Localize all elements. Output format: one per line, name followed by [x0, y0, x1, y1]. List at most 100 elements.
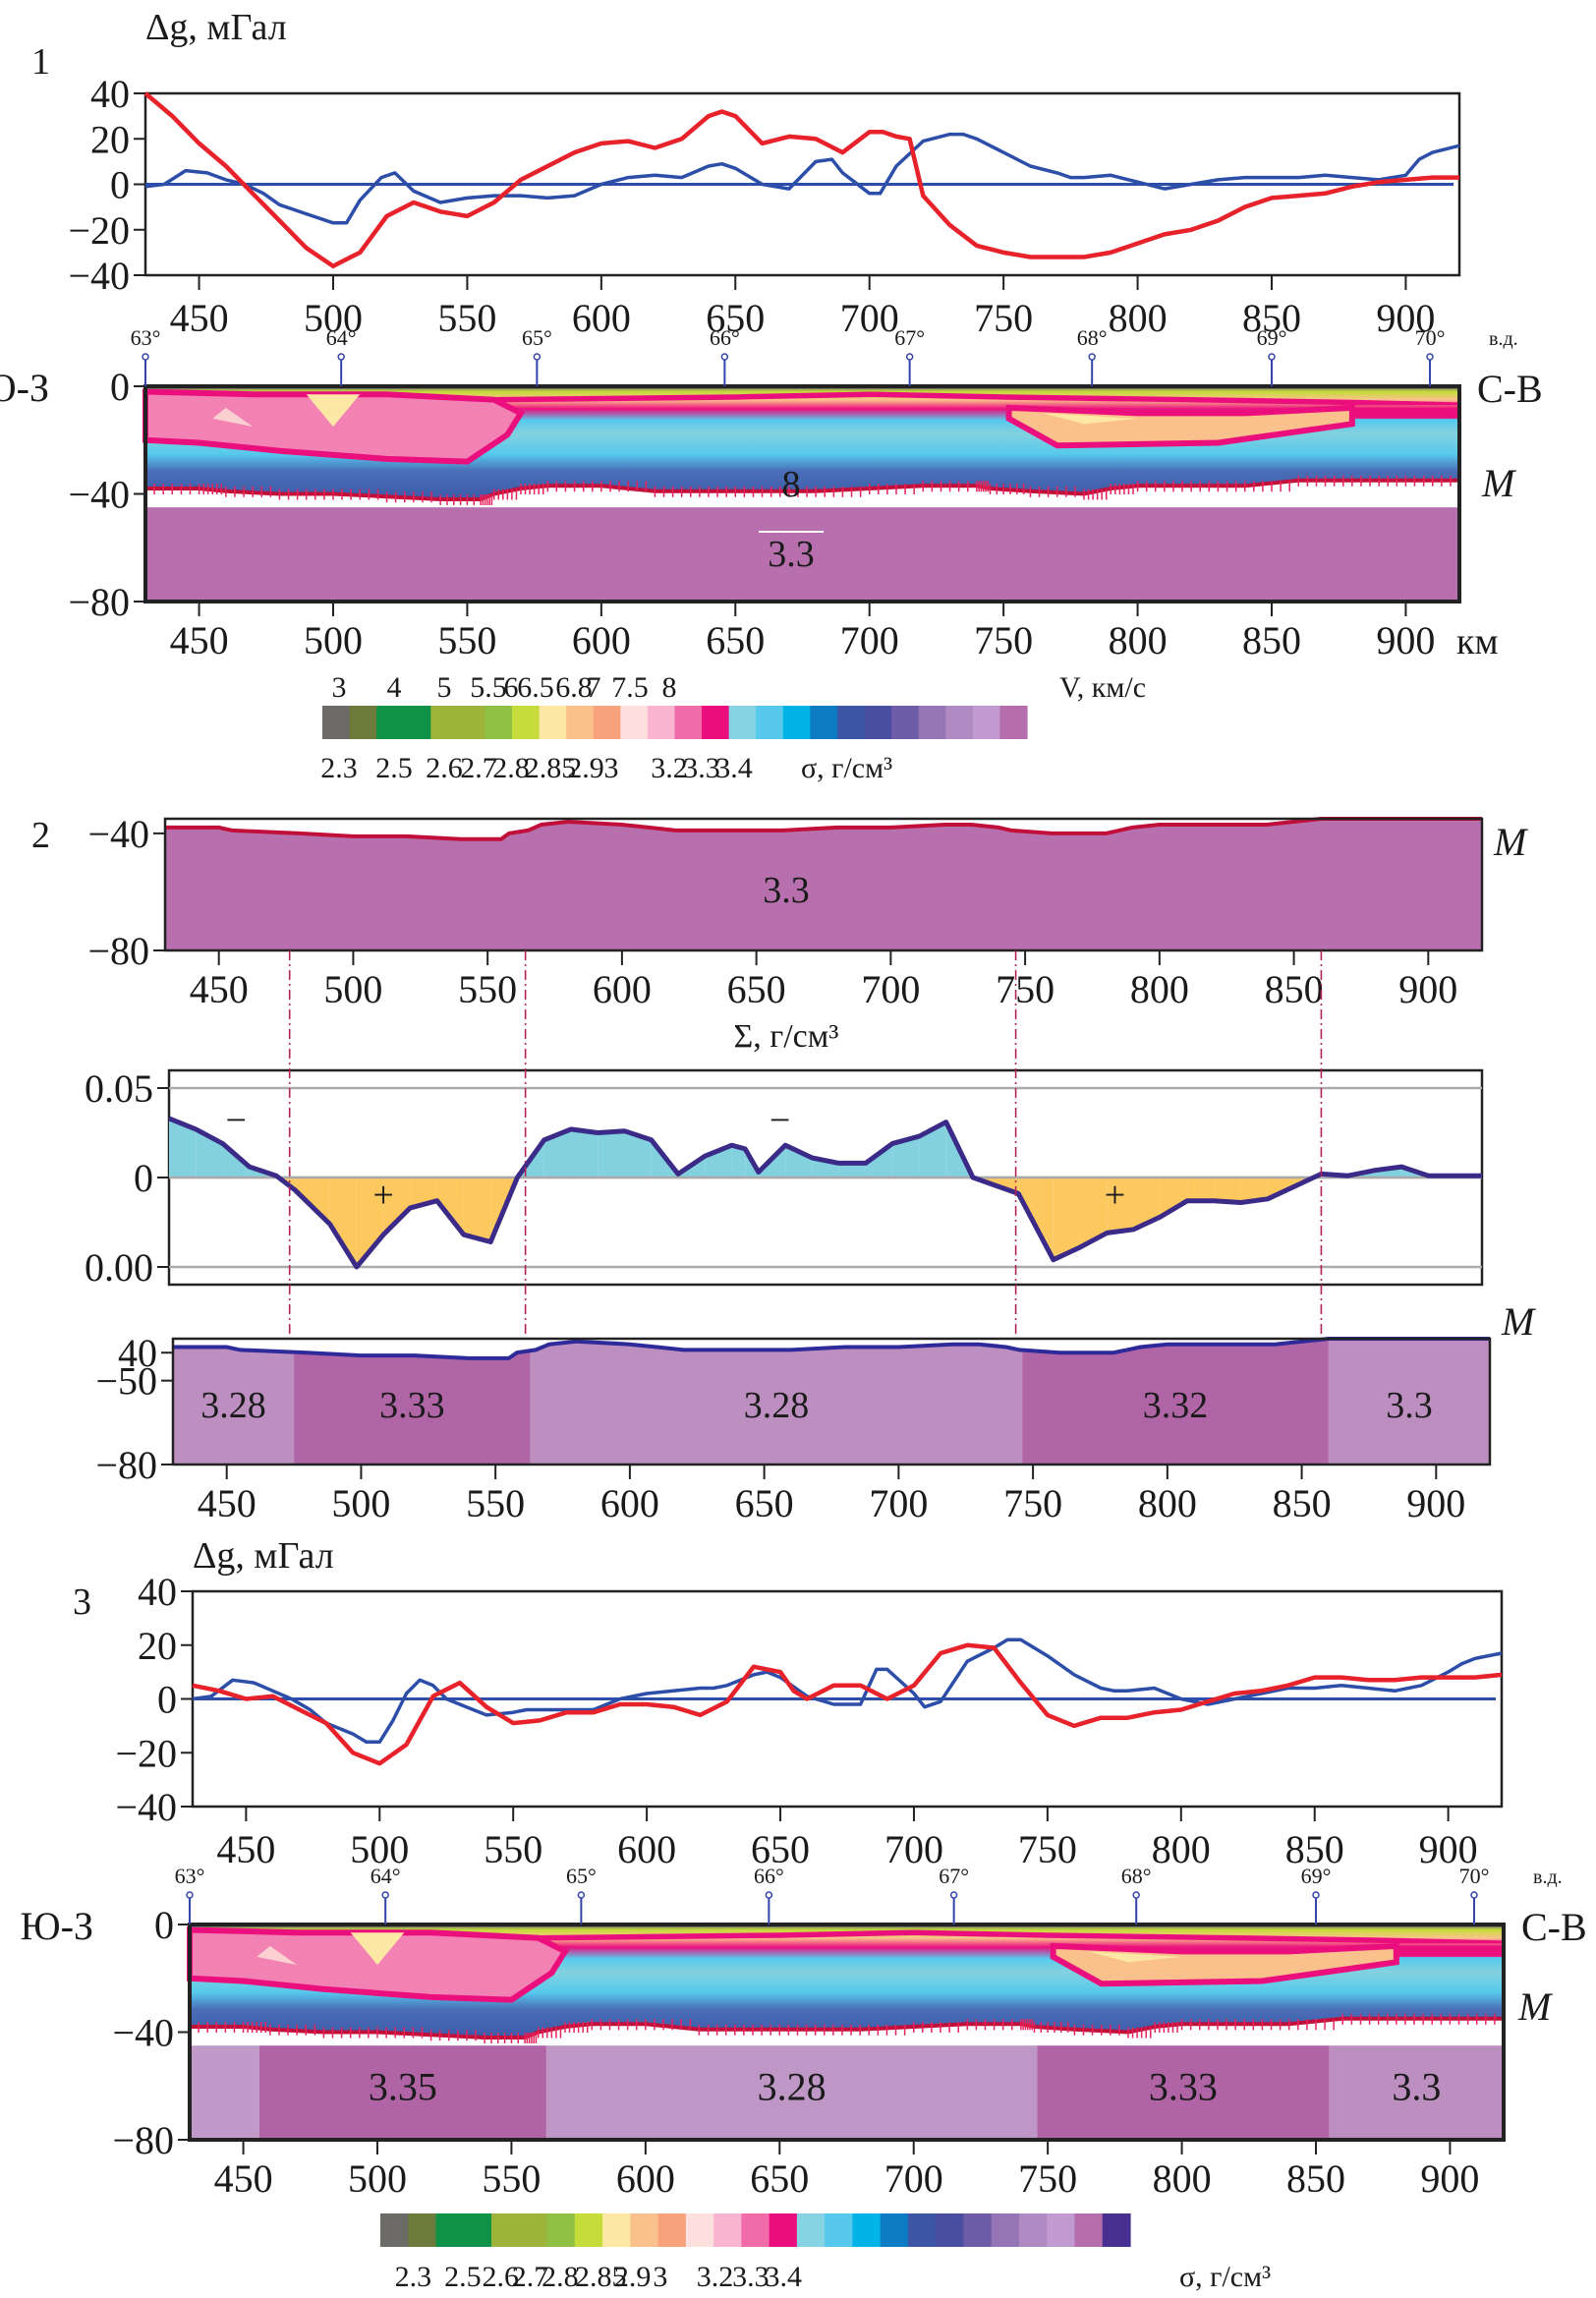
- negative-area: [1187, 1178, 1215, 1201]
- x-tick-label: 600: [616, 2156, 675, 2201]
- yellow-body-east: [1088, 1951, 1182, 1963]
- colorbar-swatch: [574, 2213, 603, 2247]
- velocity-tick-label: 3: [332, 671, 347, 704]
- colorbar-swatch: [825, 2213, 854, 2247]
- density-tick-label: 3.3: [732, 2261, 770, 2293]
- longitude-label: 70°: [1415, 325, 1446, 350]
- series-observed: [192, 1637, 1503, 1745]
- moho-line: [173, 1337, 1490, 1360]
- x-tick-label: 550: [437, 618, 496, 662]
- colorbar-swatch: [864, 706, 892, 739]
- light-body-west: [256, 1945, 298, 1966]
- negative-area: [329, 1178, 357, 1267]
- plot-frame: [171, 1337, 1492, 1466]
- colorbar-swatch: [1074, 2213, 1104, 2247]
- mantle-fill: [145, 507, 1459, 602]
- density-unit-label: σ, г/см³: [801, 752, 892, 784]
- longitude-label: 64°: [370, 1864, 401, 1888]
- x-tick-label: 500: [331, 1481, 390, 1525]
- density-contrast-chart: 0.05 0 0.00 − + − + Σ, г/см³: [85, 1018, 1484, 1290]
- sign-label: −: [225, 1100, 246, 1141]
- density-tick-label: 2.9: [614, 2261, 652, 2293]
- panel2-density-blocks: 3.28 3.33 3.28 3.32 3.3 40−50 −80 450 500 550 600 6…: [95, 1299, 1537, 1525]
- colorbar-swatch: [566, 706, 595, 739]
- colorbar-swatch: [713, 2213, 742, 2247]
- colorbar-swatch: [380, 2213, 409, 2247]
- colorbar-swatch: [756, 706, 784, 739]
- colorbar-swatch: [647, 706, 676, 739]
- colorbar-swatch: [685, 2213, 714, 2247]
- panel2-moho-chart: −40 −80 450 500 550 600 650 700 750 800 850 900 3.3 M: [87, 812, 1529, 1011]
- positive-area: [570, 1128, 598, 1178]
- colorbar-swatch: [630, 2213, 659, 2247]
- density-tick-label: 3: [604, 752, 619, 784]
- x-tick-label: 500: [350, 1827, 409, 1871]
- colorbar-swatch: [945, 706, 974, 739]
- y-tick-label: 0: [154, 1903, 174, 1947]
- velocity-tick-label: 8: [662, 671, 677, 704]
- colorbar-swatch: [1102, 2213, 1131, 2247]
- x-tick-label: 550: [484, 1827, 542, 1871]
- x-tick-label: 450: [216, 1827, 275, 1871]
- x-tick-label: 750: [974, 618, 1033, 662]
- y-tick-label: −40: [115, 1785, 177, 1829]
- sign-label: −: [770, 1100, 790, 1141]
- density-tick-label: 2.8: [542, 2261, 579, 2293]
- series-calculated: [143, 91, 1459, 269]
- density-tick-label: 2.6: [426, 752, 463, 784]
- x-tick-label: 550: [466, 1481, 525, 1525]
- colorbar-swatch: [463, 2213, 492, 2247]
- y-tick-label: −20: [68, 208, 130, 253]
- colorbar-swatch: [741, 2213, 770, 2247]
- sign-label: +: [372, 1175, 393, 1216]
- series-calculated: [192, 1642, 1503, 1766]
- density-tick-label: 2.3: [395, 2261, 432, 2293]
- panel-number-1: 1: [31, 41, 50, 83]
- density-block: [1037, 2045, 1330, 2140]
- y-tick-label: −40: [112, 2011, 174, 2055]
- density-block: [173, 1339, 295, 1465]
- density-block-label: 3.28: [200, 1385, 266, 1426]
- y-tick-label: −40: [68, 473, 130, 517]
- longitude-label: 68°: [1077, 325, 1108, 350]
- longitude-label: 63°: [131, 325, 161, 350]
- velocity-tick-label: 7: [587, 671, 601, 704]
- y-tick-label: −50: [95, 1359, 157, 1404]
- x-tick-label: 450: [198, 1481, 256, 1525]
- y-tick-label: 0: [157, 1678, 177, 1722]
- direction-label-sw: Ю-З: [21, 1904, 93, 1948]
- density-block-label: 3.33: [1149, 2064, 1218, 2108]
- y-tick-label: −80: [95, 1443, 157, 1487]
- colorbar-velocity: 3 4 5 5.566.5 6.87 7.5 8 V, км/с2.3 2.5 2.62.72.8…: [320, 671, 1146, 784]
- yellow-body-west: [350, 1932, 405, 1966]
- direction-label-ne: С-В: [1477, 367, 1543, 411]
- colorbar-swatch: [403, 706, 431, 739]
- x-tick-label: 850: [1242, 296, 1301, 340]
- colorbar-swatch: [657, 2213, 687, 2247]
- east-pink-layer: [1396, 1945, 1504, 1957]
- mantle-fill: [165, 819, 1482, 950]
- density-block: [1328, 1339, 1490, 1465]
- x-tick-label: 900: [1419, 1827, 1478, 1871]
- longitude-mark-dot: [1132, 1891, 1140, 1899]
- density-block-label: 3.3: [1392, 2064, 1441, 2108]
- colorbar-swatch: [376, 706, 405, 739]
- longitude-unit-label: в.д.: [1489, 328, 1518, 350]
- colorbar-swatch: [880, 2213, 909, 2247]
- velocity-tick-label: 7.5: [611, 671, 649, 704]
- positive-area: [169, 1118, 197, 1178]
- negative-area: [1107, 1178, 1134, 1234]
- velocity-tick-label: 6.8: [555, 671, 593, 704]
- velocity-tick-label: 6: [504, 671, 519, 704]
- x-tick-label: 800: [1130, 967, 1189, 1011]
- colorbar-swatch: [491, 2213, 520, 2247]
- x-tick-label: 900: [1398, 967, 1457, 1011]
- colorbar-swatch: [796, 2213, 826, 2247]
- negative-area: [436, 1178, 464, 1235]
- x-tick-label: 500: [348, 2156, 407, 2201]
- upper-pink-band: [493, 391, 1459, 406]
- density-tick-label: 2.7: [512, 2261, 549, 2293]
- panel3-gravity-chart: 40 20 0 −20 −40 450 500 550 600 650 700 750 800 850 90…: [115, 1570, 1504, 1871]
- longitude-mark-dot: [533, 353, 542, 361]
- x-tick-label: 550: [482, 2156, 541, 2201]
